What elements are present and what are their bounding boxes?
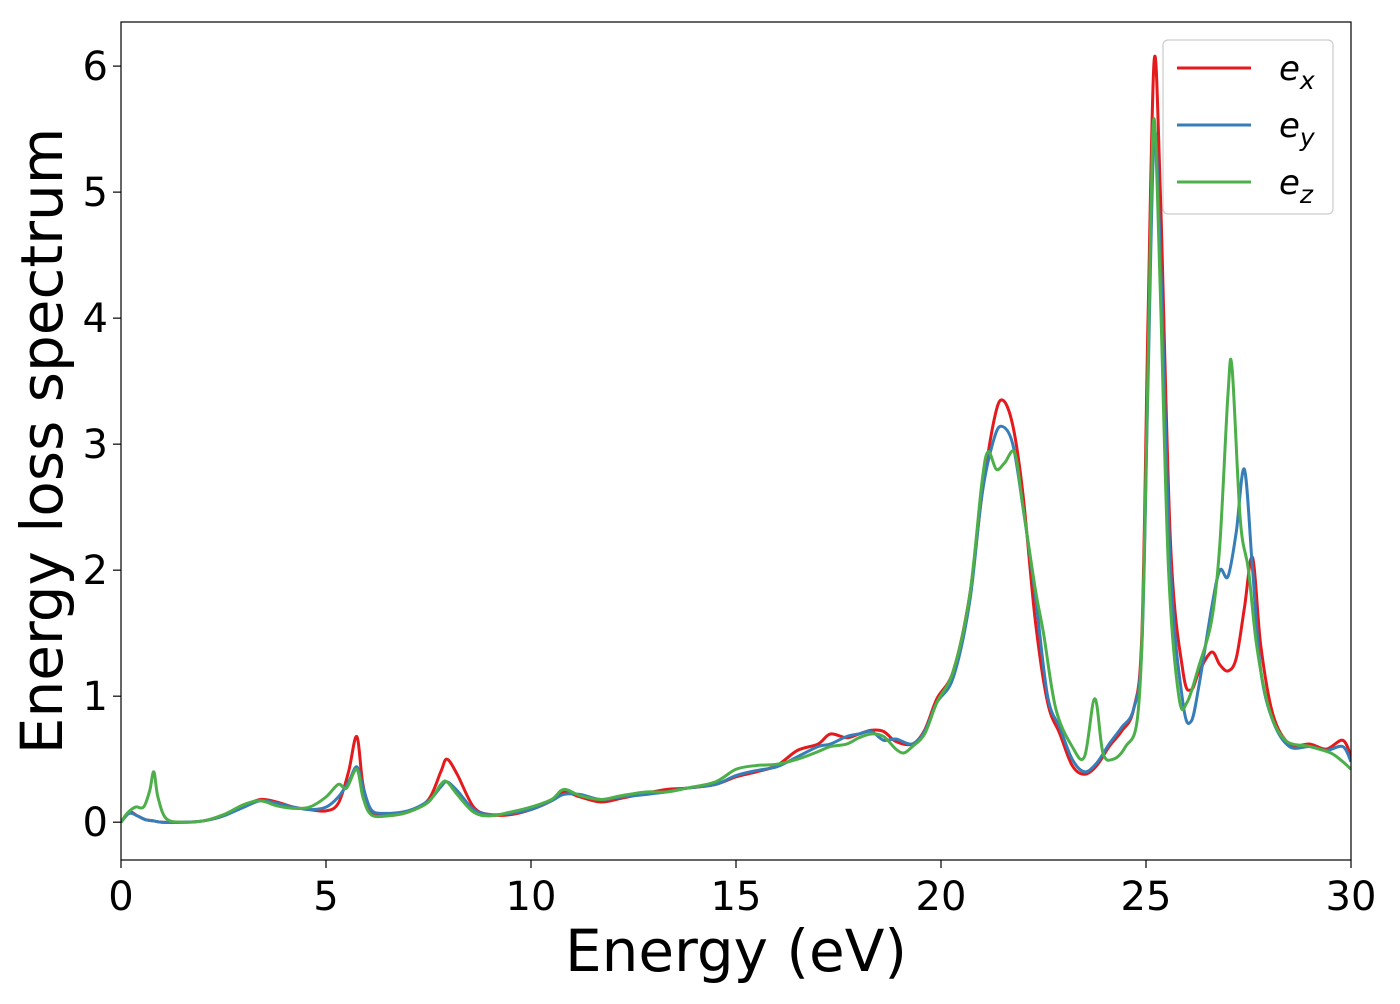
x-tick-label: 15 [711, 874, 762, 920]
y-tick-label: 2 [83, 548, 108, 594]
y-axis-title: Energy loss spectrum [8, 128, 76, 754]
x-tick-label: 20 [916, 874, 967, 920]
series-line-ex [121, 54, 1351, 824]
y-tick-label: 1 [83, 674, 108, 720]
legend-label-ex: ex [1279, 49, 1315, 95]
x-axis-title: Energy (eV) [565, 917, 907, 985]
x-tick-label: 0 [108, 874, 133, 920]
legend-label-ez: ez [1279, 163, 1314, 209]
legend-box [1162, 39, 1334, 215]
plot-area [121, 54, 1351, 824]
series-line-ez [121, 117, 1351, 824]
y-tick-label: 3 [83, 422, 108, 468]
x-tick-label: 5 [313, 874, 338, 920]
y-tick-label: 0 [83, 800, 108, 846]
y-tick-label: 4 [83, 296, 108, 342]
series-line-ey [121, 130, 1351, 824]
x-tick-label: 30 [1326, 874, 1377, 920]
y-tick-label: 5 [83, 170, 108, 216]
axis-ticks: 0 5 10 15 20 25 30 0 1 2 3 4 5 6 [83, 44, 1377, 920]
y-tick-label: 6 [83, 44, 108, 90]
x-tick-label: 10 [506, 874, 557, 920]
legend-label-ey: ey [1279, 106, 1316, 152]
legend: ex ey ez [1162, 39, 1334, 215]
x-tick-label: 25 [1121, 874, 1172, 920]
